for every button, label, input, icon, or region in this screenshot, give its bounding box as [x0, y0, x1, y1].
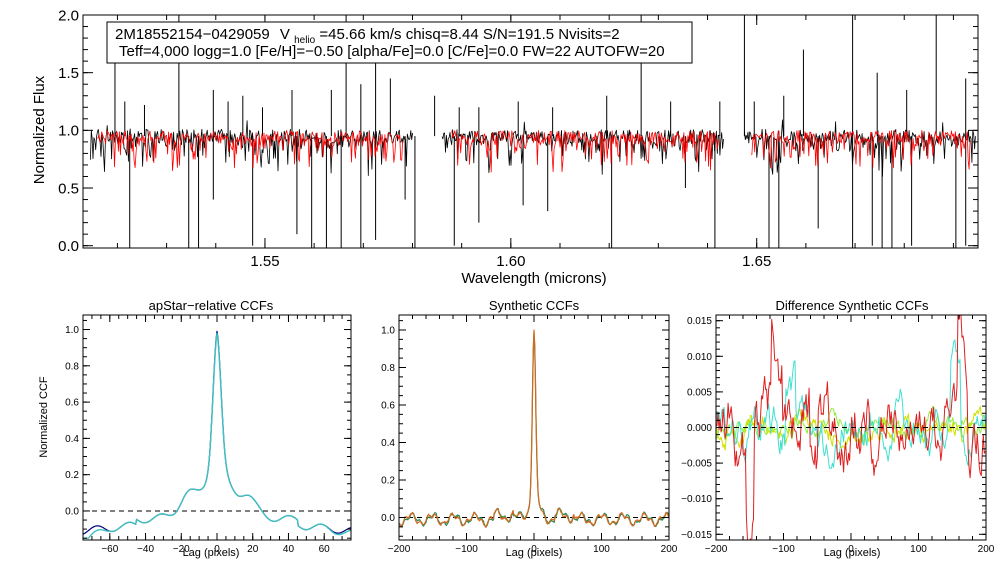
synthetic-ccf-line-1	[398, 332, 670, 528]
y-tick-label: 0.2	[381, 476, 395, 487]
x-tick-label: −100	[772, 544, 795, 555]
x-tick-label: 1.55	[250, 253, 279, 270]
y-tick-label: −0.015	[681, 530, 712, 541]
x-tick-label: 20	[247, 544, 259, 555]
apstar-ccf-ylabel: Normalized CCF	[38, 376, 50, 458]
y-tick-label: 0.0	[58, 238, 79, 255]
y-tick-label: 0.005	[687, 387, 712, 398]
apstar-ccf-line-1	[82, 330, 352, 535]
x-tick-label: 0	[848, 544, 854, 555]
x-tick-label: 100	[593, 544, 610, 555]
y-tick-label: 2.0	[58, 7, 79, 24]
y-tick-label: 0.0	[65, 506, 79, 517]
difference-ccf-title: Difference Synthetic CCFs	[776, 298, 929, 313]
info-box: 2M18552154−0429059 V helio =45.66 km/s c…	[106, 21, 693, 64]
x-tick-label: −60	[101, 544, 118, 555]
synthetic-ccf-frame	[398, 314, 670, 541]
model-spectrum-chip-1	[97, 130, 403, 172]
info-box-frame	[106, 21, 693, 64]
x-tick-label: −40	[137, 544, 154, 555]
info-line-2: Teff=4,000 logg=1.0 [Fe/H]=−0.50 [alpha/…	[119, 43, 665, 60]
apstar-ccf-panel: apStar−relative CCFs Normalized CCF Lag …	[38, 298, 352, 559]
spectrum-xlabel: Wavelength (microns)	[461, 270, 606, 287]
info-line-1-values: =45.66 km/s chisq=8.44 S/N=191.5 Nvisits…	[319, 26, 619, 43]
apstar-ccf-data-layer	[82, 330, 352, 539]
y-tick-label: 1.0	[65, 325, 79, 336]
synthetic-ccf-panel: Synthetic CCFs Lag (pixels) −200 −100 0 100…	[381, 298, 678, 559]
spectrum-frame	[82, 14, 979, 249]
apstar-ccf-frame	[82, 314, 352, 541]
y-tick-label: 0.4	[381, 438, 395, 449]
synthetic-ccf-xlabel: Lag (pixels)	[506, 547, 563, 559]
apstar-ccf-line-2	[83, 332, 352, 539]
synthetic-ccf-title: Synthetic CCFs	[489, 298, 580, 313]
x-tick-label: −100	[455, 544, 478, 555]
x-tick-label: 40	[283, 544, 295, 555]
x-tick-label: 60	[319, 544, 331, 555]
difference-ccf-xlabel: Lag (pixels)	[824, 547, 881, 559]
x-tick-label: 0	[214, 544, 220, 555]
y-tick-label: 1.0	[58, 123, 79, 140]
y-tick-label: 0.000	[687, 423, 712, 434]
x-tick-label: 0	[531, 544, 537, 555]
y-tick-label: 0.0	[381, 513, 395, 524]
velocity-subscript: helio	[294, 35, 316, 46]
y-tick-label: 0.4	[65, 434, 79, 445]
apstar-ccf-axes: −60 −40 −20 0 20 40 60 0.0 0.2 0.4 0.6 0.8 1.0	[65, 315, 352, 555]
x-tick-label: −200	[705, 544, 728, 555]
x-tick-label: 100	[910, 544, 927, 555]
spectrum-axes: 1.55 1.60 1.65 0.0 0.5 1.0 1.5 2.0	[58, 7, 978, 270]
model-spectrum-chip-2	[451, 130, 720, 173]
difference-ccf-frame	[715, 314, 987, 541]
observed-spectrum-chip-1	[90, 120, 413, 176]
x-tick-label: 1.65	[742, 253, 771, 270]
x-tick-label: 1.60	[496, 253, 525, 270]
apstar-ccf-title: apStar−relative CCFs	[149, 298, 274, 313]
y-tick-label: −0.010	[681, 494, 712, 505]
difference-ccf-panel: Difference Synthetic CCFs Lag (pixels) −…	[681, 298, 995, 559]
y-tick-label: 0.2	[65, 470, 79, 481]
synthetic-ccf-data-layer	[398, 329, 670, 528]
x-tick-label: −20	[173, 544, 190, 555]
observed-spectrum-chip-2	[441, 121, 724, 175]
y-tick-label: 1.5	[58, 65, 79, 82]
x-tick-label: 200	[661, 544, 678, 555]
observed-spectrum-chip-3	[744, 119, 976, 177]
synthetic-ccf-axes: −200 −100 0 100 200 0.0 0.2 0.4 0.6 0.8 1.0	[381, 315, 678, 555]
x-tick-label: −200	[388, 544, 411, 555]
y-tick-label: 0.5	[58, 180, 79, 197]
y-tick-label: −0.005	[681, 459, 712, 470]
difference-ccf-data-layer	[716, 315, 986, 540]
y-tick-label: 1.0	[381, 326, 395, 337]
difference-ccf-line-1	[716, 315, 986, 540]
star-id: 2M18552154−0429059	[115, 26, 270, 43]
info-line-1: 2M18552154−0429059 V helio =45.66 km/s c…	[115, 26, 620, 47]
model-spectrum-chip-3	[751, 130, 971, 170]
x-tick-label: 200	[978, 544, 995, 555]
difference-lines	[716, 315, 986, 540]
y-tick-label: 0.010	[687, 352, 712, 363]
synthetic-ccf-line-2	[399, 329, 670, 528]
difference-ccf-line-2	[716, 339, 986, 469]
y-tick-label: 0.8	[65, 361, 79, 372]
apstar-ccf-xlabel: Lag (pixels)	[183, 547, 240, 559]
spectrum-ylabel: Normalized Flux	[31, 75, 48, 184]
velocity-symbol: V	[280, 26, 290, 43]
y-tick-label: 0.6	[381, 401, 395, 412]
y-tick-label: 0.6	[65, 398, 79, 409]
spectrum-panel: Normalized Flux Wavelength (microns) 1.5…	[31, 7, 979, 287]
y-tick-label: 0.015	[687, 316, 712, 327]
y-tick-label: 0.8	[381, 363, 395, 374]
